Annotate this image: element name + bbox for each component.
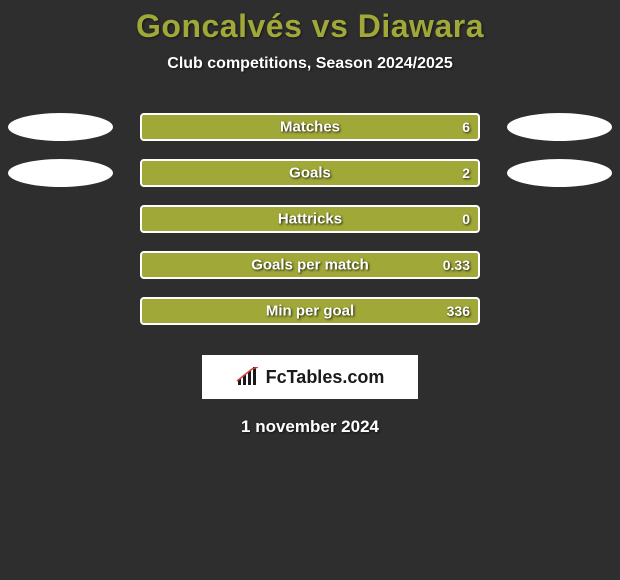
stat-value-right: 6 (462, 119, 470, 135)
subtitle: Club competitions, Season 2024/2025 (0, 55, 620, 73)
stat-value-right: 0 (462, 211, 470, 227)
stat-bar: Min per goal 336 (140, 297, 480, 325)
stat-label: Hattricks (278, 211, 342, 228)
stat-label: Min per goal (266, 303, 354, 320)
stat-row: Min per goal 336 (0, 297, 620, 325)
stat-label: Goals per match (251, 257, 369, 274)
stat-value-right: 336 (447, 303, 470, 319)
stat-row: Matches 6 (0, 113, 620, 141)
player-left-marker (8, 159, 113, 187)
player-left-marker (8, 113, 113, 141)
stat-bar: Goals 2 (140, 159, 480, 187)
player-right-marker (507, 159, 612, 187)
brand-logo[interactable]: FcTables.com (202, 355, 418, 399)
brand-logo-text: FcTables.com (266, 367, 385, 388)
stat-label: Matches (280, 119, 340, 136)
stat-bar: Matches 6 (140, 113, 480, 141)
stat-row: Goals 2 (0, 159, 620, 187)
bar-chart-icon (236, 367, 262, 387)
player-right-marker (507, 113, 612, 141)
comparison-card: Goncalvés vs Diawara Club competitions, … (0, 0, 620, 437)
stat-row: Goals per match 0.33 (0, 251, 620, 279)
stat-label: Goals (289, 165, 331, 182)
stat-bar: Hattricks 0 (140, 205, 480, 233)
page-title: Goncalvés vs Diawara (0, 8, 620, 45)
stats-list: Matches 6 Goals 2 Hattricks 0 Goals per match 0… (0, 113, 620, 325)
stat-bar: Goals per match 0.33 (140, 251, 480, 279)
stat-value-right: 2 (462, 165, 470, 181)
footer-date: 1 november 2024 (0, 417, 620, 437)
stat-row: Hattricks 0 (0, 205, 620, 233)
stat-value-right: 0.33 (443, 257, 470, 273)
